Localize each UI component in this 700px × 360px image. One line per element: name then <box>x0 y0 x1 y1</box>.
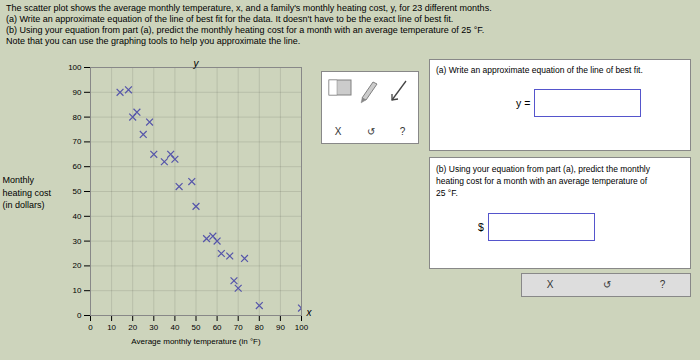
svg-text:y: y <box>193 58 200 69</box>
svg-text:90: 90 <box>276 323 285 332</box>
html-text:(b) Using your equation from p: (b) Using your equation from part (a), p… <box>436 164 650 198</box>
html-text:Note that you can use the grap: Note that you can use the graphing tools… <box>6 36 301 46</box>
svg-text:80: 80 <box>255 323 264 332</box>
svg-text:0: 0 <box>88 323 93 332</box>
svg-text:60: 60 <box>73 162 82 171</box>
svg-text:50: 50 <box>73 187 82 196</box>
svg-text:10: 10 <box>73 286 82 295</box>
html-text:X: X <box>546 279 554 290</box>
svg-text:30: 30 <box>149 323 158 332</box>
svg-text:20: 20 <box>128 323 137 332</box>
html-text:(a) Write an approximate equat: (a) Write an approximate equation of the… <box>6 14 454 24</box>
svg-text:50: 50 <box>192 323 201 332</box>
svg-text:100: 100 <box>295 323 309 332</box>
svg-text:10: 10 <box>107 323 116 332</box>
svg-text:80: 80 <box>73 113 82 122</box>
svg-text:40: 40 <box>73 212 82 221</box>
svg-text:20: 20 <box>73 261 82 270</box>
svg-text:70: 70 <box>234 323 243 332</box>
svg-text:70: 70 <box>73 137 82 146</box>
html-text:The scatter plot shows the ave: The scatter plot shows the average month… <box>6 3 492 13</box>
svg-text:100: 100 <box>68 63 82 72</box>
svg-text:60: 60 <box>213 323 222 332</box>
svg-text:x: x <box>306 307 313 318</box>
svg-text:30: 30 <box>73 237 82 246</box>
html-text:y =: y = <box>516 97 531 109</box>
svg-text:40: 40 <box>170 323 179 332</box>
html-text:(b) Using your equation from p: (b) Using your equation from part (a), p… <box>6 25 485 35</box>
svg-text:0: 0 <box>77 311 82 320</box>
html-text:X: X <box>334 126 342 137</box>
svg-text:Average monthly temperature (i: Average monthly temperature (in °F) <box>131 337 261 346</box>
svg-text:Monthlyheating cost(in dollars: Monthlyheating cost(in dollars) <box>3 175 52 210</box>
svg-text:90: 90 <box>73 88 82 97</box>
html-text:(a) Write an approximate equat: (a) Write an approximate equation of the… <box>436 65 643 75</box>
